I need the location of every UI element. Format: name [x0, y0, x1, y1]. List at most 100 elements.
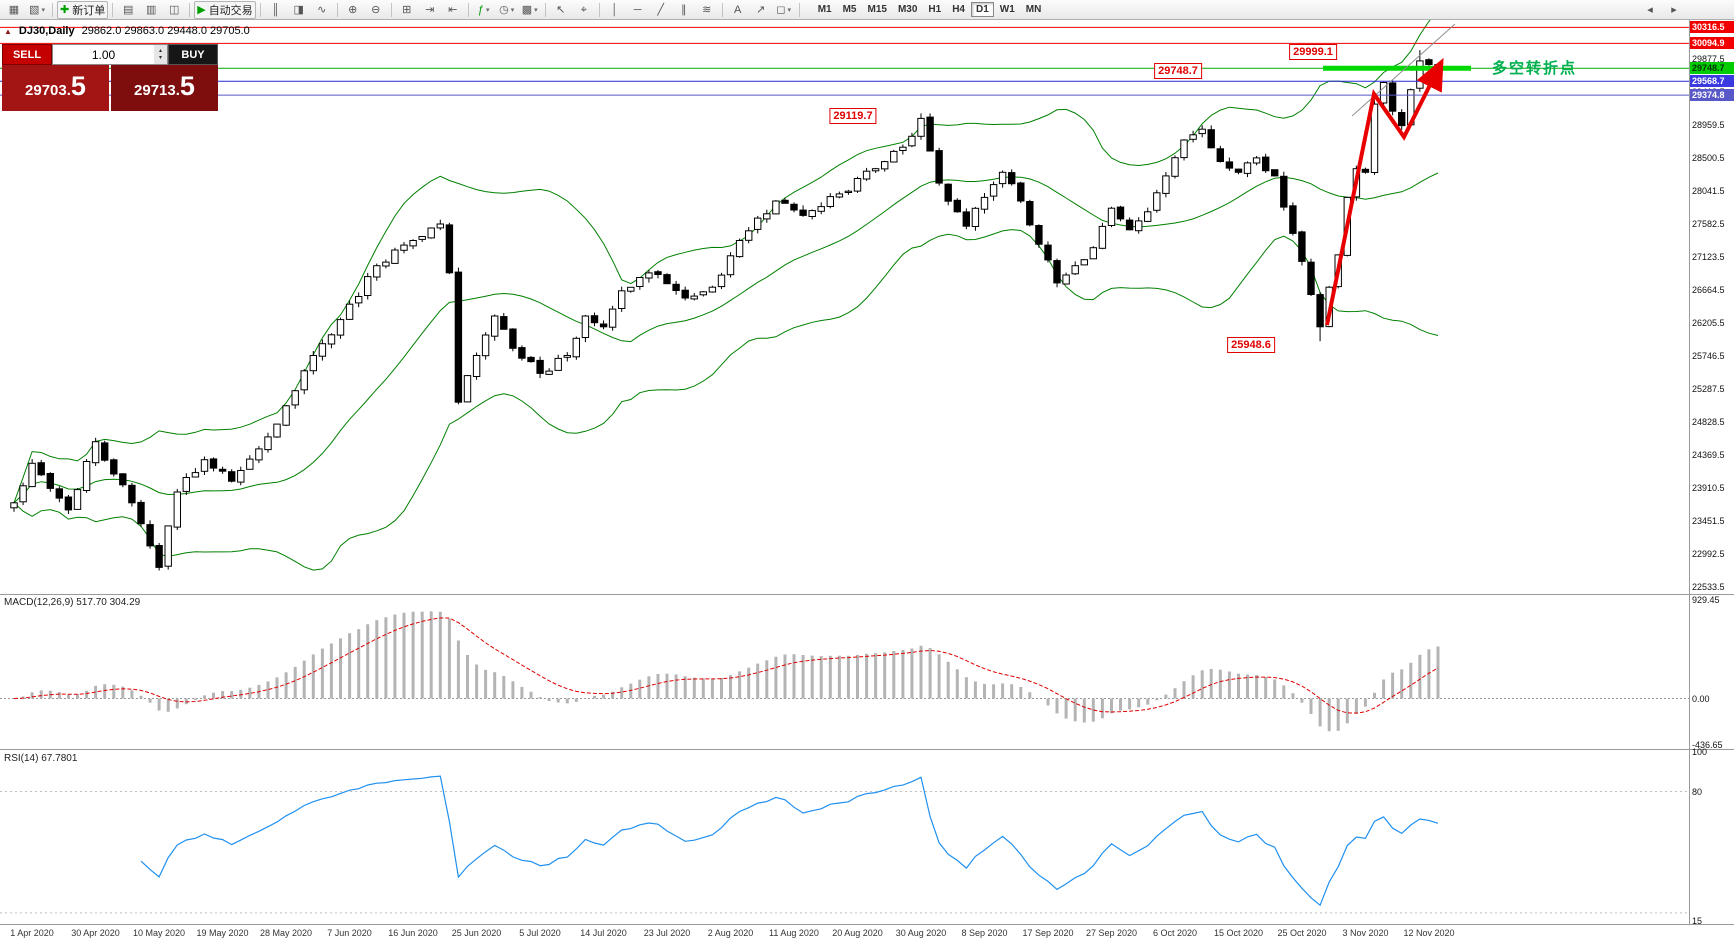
candle-body — [690, 295, 698, 300]
candle-body — [844, 190, 853, 193]
timeframe-toolbar: M1 M5 M15 M30 H1 H4 D1 W1 MN — [813, 2, 1047, 17]
candle-body — [1280, 175, 1288, 208]
date-label: 17 Sep 2020 — [1022, 928, 1074, 938]
navigator-icon[interactable]: ◫ — [163, 1, 185, 19]
macd-pane[interactable] — [0, 595, 1690, 748]
scroll-right-icon[interactable]: ▸ — [1671, 4, 1677, 16]
candle-body — [862, 170, 871, 180]
candle-body — [572, 337, 580, 358]
candle-body — [1361, 168, 1370, 173]
market-watch-icon[interactable]: ▤ — [117, 1, 139, 19]
zoom-in-icon[interactable]: ⊕ — [342, 1, 364, 19]
crosshair-icon[interactable]: ⌖ — [573, 1, 595, 19]
date-label: 1 Apr 2020 — [10, 928, 54, 938]
candle-body — [1098, 225, 1107, 249]
zoom-out-icon[interactable]: ⊖ — [365, 1, 387, 19]
candle-body — [355, 296, 363, 304]
date-label: 23 Jul 2020 — [643, 928, 691, 938]
candle-body — [971, 207, 980, 228]
time-axis[interactable]: 1 Apr 2020 30 Apr 2020 10 May 2020 19 May 2… — [0, 928, 1690, 942]
candle-body — [1379, 82, 1388, 104]
timeframe-m15[interactable]: M15 — [867, 4, 887, 15]
timeframe-d1[interactable]: D1 — [971, 2, 994, 17]
new-chart-icon-glyph: ▦ — [8, 3, 20, 16]
candle-body — [627, 286, 635, 292]
lot-increase-icon[interactable]: ▴ — [158, 47, 162, 54]
buy-price[interactable]: 29713. 5 — [111, 65, 218, 111]
candle-body — [853, 178, 862, 192]
timeframe-m5[interactable]: M5 — [842, 4, 857, 15]
tile-windows-icon[interactable]: ⊞ — [396, 1, 418, 19]
bollinger-upper-band — [13, 20, 1431, 503]
candle-body — [1089, 247, 1097, 260]
fibonacci-icon[interactable]: ≋ — [696, 1, 718, 19]
sell-price[interactable]: 29703. 5 — [2, 65, 109, 111]
indicators-icon[interactable]: ƒ ▾ — [473, 1, 495, 19]
chart-shift-icon[interactable]: ⇤ — [442, 1, 464, 19]
candle-body — [1289, 205, 1297, 234]
candle-body — [164, 525, 172, 567]
new-order-button[interactable]: ✚ 新订单 — [57, 0, 109, 19]
arrow-tools-icon[interactable]: ↗ — [750, 1, 772, 19]
crosshair-icon-glyph: ⌖ — [580, 3, 587, 16]
one-click-controls: SELL ▴▾ BUY — [2, 44, 218, 65]
new-chart-icon[interactable]: ▦ — [3, 1, 25, 19]
candle-body — [989, 184, 998, 197]
shapes-icon[interactable]: ◻ ▾ — [773, 1, 795, 19]
toolbar-separator — [336, 2, 338, 17]
price-tick: 25746.5 — [1692, 350, 1725, 361]
profiles-icon[interactable]: ▧ ▾ — [26, 1, 48, 19]
chart-window[interactable]: 1 Apr 2020 30 Apr 2020 10 May 2020 19 May 2… — [0, 20, 1734, 944]
price-axis[interactable]: 29877.529418.528959.528500.528041.527582… — [1690, 20, 1734, 944]
candlestick-chart-icon[interactable]: ◨ — [288, 1, 310, 19]
vertical-line-icon[interactable]: │ — [604, 1, 626, 19]
trendline-icon[interactable]: ╱ — [650, 1, 672, 19]
chart-title: ▲ DJ30,Daily 29862.0 29863.0 29448.0 297… — [4, 25, 250, 37]
bar-chart-icon[interactable]: ║ — [265, 1, 287, 19]
buy-price-big-digit: 5 — [179, 71, 195, 101]
rsi-pane[interactable] — [0, 751, 1690, 923]
pane-separator[interactable] — [0, 749, 1734, 750]
sell-button[interactable]: SELL — [2, 44, 52, 65]
data-window-icon[interactable]: ▥ — [140, 1, 162, 19]
lot-decrease-icon[interactable]: ▾ — [158, 54, 162, 61]
auto-trading-button[interactable]: ▶ 自动交易 — [194, 0, 256, 19]
macd-axis-label: 929.45 — [1692, 594, 1720, 605]
timeframe-m1[interactable]: M1 — [817, 4, 832, 15]
candle-body — [73, 489, 82, 510]
channel-icon[interactable]: ∥ — [673, 1, 695, 19]
timeframe-w1[interactable]: W1 — [999, 4, 1015, 15]
periods-icon[interactable]: ◷ ▾ — [496, 1, 518, 19]
cursor-icon[interactable]: ↖ — [550, 1, 572, 19]
price-chart[interactable] — [0, 20, 1690, 594]
toolbar-icons: ▦ ▧ ▾ ✚ 新订单 ▤ ▥ ◫ ▶ 自动交易 ║ ◨ ∿ ⊕ ⊖ ⊞ ⇥ ⇤ ƒ ▾ ◷ ▾ ▩ ▾ ↖ ⌖ │ ─ ╱ ∥ ≋ A ↗ ◻ ▾ — [3, 0, 803, 19]
lot-size-field: ▴▾ — [52, 44, 168, 65]
periods-icon-glyph: ◷ — [499, 3, 509, 16]
lot-size-input[interactable] — [53, 45, 154, 64]
lot-stepper[interactable]: ▴ ▾ — [154, 45, 167, 64]
templates-icon[interactable]: ▩ ▾ — [519, 1, 541, 19]
horizontal-line-icon[interactable]: ─ — [627, 1, 649, 19]
timeframe-mn[interactable]: MN — [1025, 4, 1042, 15]
candle-body — [472, 355, 481, 377]
candle-body — [237, 470, 245, 483]
sell-price-main: 29703. — [25, 82, 71, 99]
scroll-left-icon[interactable]: ◂ — [1647, 4, 1653, 16]
text-icon[interactable]: A — [727, 1, 749, 19]
pane-separator[interactable] — [0, 594, 1734, 595]
price-tick: 22992.5 — [1692, 548, 1725, 559]
timeframe-h4[interactable]: H4 — [952, 4, 965, 15]
candle-body — [1125, 219, 1134, 231]
zoom-out-icon-glyph: ⊖ — [371, 3, 381, 16]
candle-body — [953, 199, 961, 213]
timeframe-h1[interactable]: H1 — [928, 4, 942, 15]
timeframe-m30[interactable]: M30 — [897, 4, 918, 15]
candle-body — [645, 272, 653, 279]
macd-label: MACD(12,26,9) 517.70 304.29 — [4, 597, 141, 608]
line-chart-icon[interactable]: ∿ — [311, 1, 333, 19]
collapse-triangle-icon[interactable]: ▲ — [4, 26, 12, 36]
buy-button[interactable]: BUY — [168, 44, 218, 65]
auto-scroll-icon[interactable]: ⇥ — [419, 1, 441, 19]
candle-body — [1189, 134, 1197, 140]
candle-body — [1144, 211, 1152, 222]
